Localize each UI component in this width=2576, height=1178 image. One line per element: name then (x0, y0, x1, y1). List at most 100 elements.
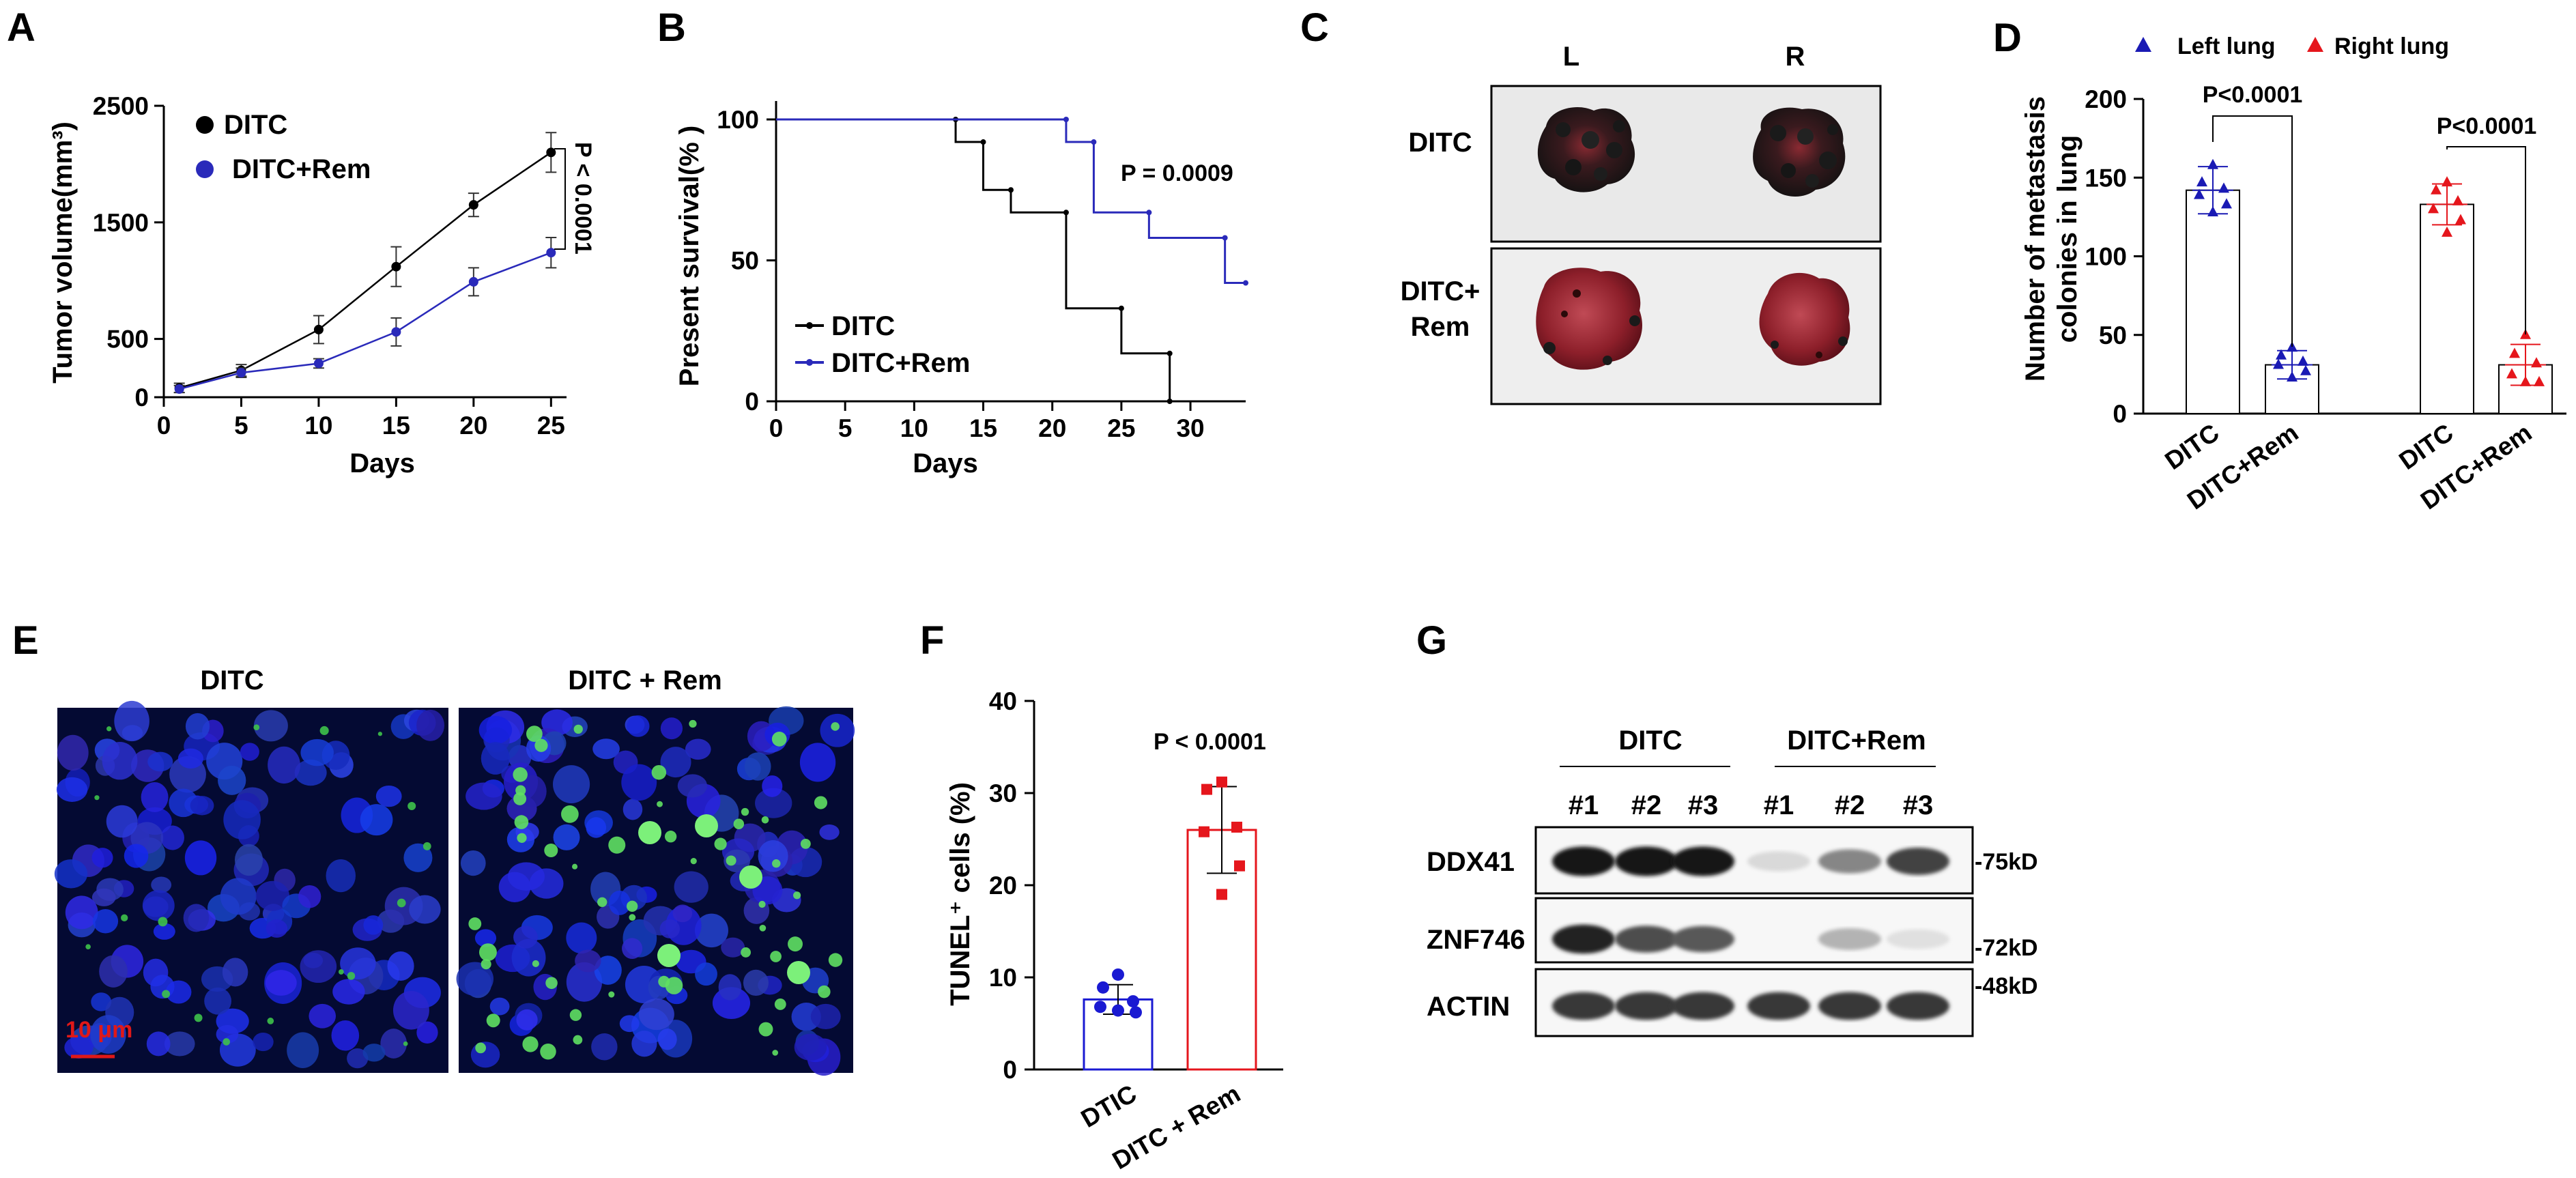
size-marker: -72kD (1975, 935, 2038, 961)
tunel-cell (638, 821, 661, 844)
x-tick-label: 25 (1107, 414, 1135, 442)
nucleus (466, 782, 502, 810)
nucleus (516, 1009, 538, 1031)
nucleus (160, 825, 184, 850)
data-point (2506, 368, 2517, 379)
legend-marker-ditc (806, 322, 813, 329)
nucleus (347, 1048, 369, 1069)
tunel-signal (486, 1014, 500, 1028)
tunel-signal (522, 1036, 539, 1052)
tunel-signal (572, 863, 578, 870)
nucleus (106, 805, 138, 838)
nucleus (659, 919, 680, 938)
nucleus (234, 844, 263, 876)
event-marker (1091, 139, 1097, 145)
blot-band (1672, 992, 1734, 1020)
data-point (1231, 821, 1242, 833)
y-tick-label: 100 (2085, 243, 2127, 271)
blot-band (1747, 851, 1810, 872)
nucleus (164, 1031, 195, 1057)
x-tick-label: 0 (157, 412, 171, 440)
nucleus (91, 888, 116, 906)
x-tick-label: 5 (838, 414, 853, 442)
nucleus (146, 1031, 171, 1057)
lung-ditc-rem-left (1536, 268, 1642, 370)
scale-bar-label: 10 μm (66, 1017, 132, 1043)
image-title-ditc-rem: DITC + Rem (568, 665, 722, 695)
nucleus (380, 1029, 407, 1059)
nucleus (819, 824, 840, 840)
y-tick-label: 20 (989, 872, 1017, 900)
data-point (2300, 364, 2311, 375)
tunel-signal (573, 1035, 583, 1045)
nucleus (762, 775, 783, 797)
image-title-ditc: DITC (200, 665, 263, 695)
y-axis-label: Present survival(% ) (674, 126, 704, 386)
blot-band (1818, 928, 1881, 950)
nucleus (363, 915, 384, 935)
data-point (2273, 358, 2284, 369)
nucleus (460, 850, 486, 876)
tunel-signal (513, 792, 527, 805)
nuclei-ditc (54, 700, 445, 1069)
nucleus (724, 849, 751, 873)
data-point (2509, 347, 2520, 358)
survival-curve-0 (776, 118, 1171, 401)
tunel-signal (690, 858, 697, 865)
nucleus (627, 715, 650, 737)
nucleus (409, 895, 441, 924)
nucleus (90, 1015, 126, 1054)
legend-label-ditc-rem: DITC+Rem (232, 154, 371, 184)
nucleus (184, 840, 217, 876)
nucleus (660, 717, 683, 740)
blot-band (1818, 849, 1881, 874)
p-value-right: P<0.0001 (2437, 113, 2537, 139)
tunel-signal (741, 807, 749, 816)
nucleus (685, 738, 711, 760)
blot-band (1818, 992, 1881, 1020)
lane-label: #2 (1835, 790, 1865, 820)
tunel-signal (714, 837, 727, 850)
tunel-signal (407, 801, 416, 811)
nucleus (362, 1044, 386, 1062)
nucleus (718, 974, 742, 1001)
tunel-signal (772, 1050, 779, 1056)
blot-band (1552, 924, 1615, 954)
data-point (2520, 375, 2531, 386)
nucleus (165, 980, 192, 1004)
panel-label-e: E (12, 618, 39, 663)
tunel-cell (657, 944, 681, 967)
tunel-signal (629, 914, 636, 921)
nucleus (309, 1003, 337, 1029)
data-point (2218, 182, 2229, 193)
nucleus (672, 904, 693, 923)
legend-label-ditc: DITC (224, 110, 287, 140)
nucleus (151, 876, 172, 893)
y-tick-label: 200 (2085, 85, 2127, 113)
tunel-signal (517, 833, 527, 843)
data-point (2196, 176, 2207, 187)
blot-band (1887, 992, 1949, 1020)
data-point (2531, 357, 2542, 368)
nucleus (287, 1032, 319, 1069)
bar (2186, 189, 2240, 414)
tunel-signal (573, 724, 583, 734)
nucleus (265, 970, 297, 996)
tunel-signal (569, 1009, 582, 1021)
legend-marker-ditc-rem (806, 359, 813, 366)
data-point (1130, 1006, 1142, 1019)
data-point (1112, 968, 1124, 981)
legend-label-left-lung: Left lung (2177, 33, 2276, 59)
x-tick-label: 20 (1038, 414, 1066, 442)
nucleus (153, 923, 175, 940)
nucleus (621, 764, 657, 801)
data-point (2194, 188, 2205, 199)
tunel-signal (758, 900, 766, 908)
tunel-signal (532, 960, 539, 968)
data-point (2442, 176, 2452, 187)
y-tick-label: 40 (989, 687, 1017, 715)
nucleus (820, 713, 855, 747)
